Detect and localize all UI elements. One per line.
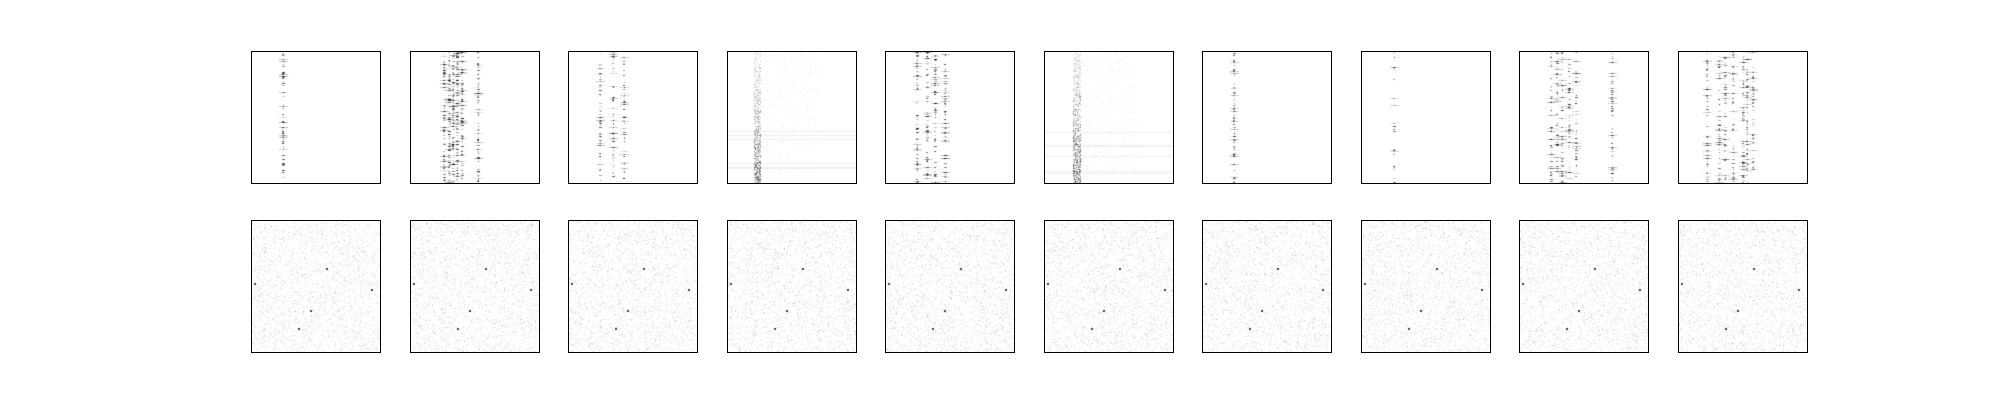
top-row-panel-4-image [727, 52, 856, 183]
bottom-row-panel-5-image [886, 221, 1014, 352]
top-row-panel-8-image [1361, 52, 1490, 183]
bottom-row-panel-7-image [1203, 221, 1331, 352]
top-row-panel-6-image [1044, 52, 1173, 183]
top-row-panel-3 [568, 51, 698, 184]
top-row-panel-3-image [569, 52, 697, 183]
bottom-row-panel-8-image [1361, 221, 1490, 352]
top-row-panel-9-image [1520, 52, 1648, 183]
bottom-row-panel-10 [1677, 220, 1808, 353]
top-row-panel-5 [885, 51, 1015, 184]
top-row-panel-8 [1360, 51, 1491, 184]
top-row-panel-6 [1043, 51, 1174, 184]
bottom-row-panel-5 [885, 220, 1015, 353]
top-row-panel-2 [409, 51, 540, 184]
top-row-panel-10-image [1678, 52, 1807, 183]
bottom-row-panel-9-image [1520, 221, 1648, 352]
bottom-row-panel-10-image [1678, 221, 1807, 352]
top-row-panel-1-image [252, 52, 380, 183]
bottom-row-panel-6 [1043, 220, 1174, 353]
top-row-panel-2-image [410, 52, 539, 183]
bottom-row-panel-2 [409, 220, 540, 353]
bottom-row-panel-3-image [569, 221, 697, 352]
bottom-row-panel-6-image [1044, 221, 1173, 352]
top-row-panel-5-image [886, 52, 1014, 183]
bottom-row-panel-4-image [727, 221, 856, 352]
bottom-row-panel-7 [1202, 220, 1332, 353]
bottom-row-panel-4 [726, 220, 857, 353]
top-row-panel-9 [1519, 51, 1649, 184]
top-row-panel-1 [251, 51, 381, 184]
bottom-row-panel-1 [251, 220, 381, 353]
top-row-panel-7 [1202, 51, 1332, 184]
top-row-panel-7-image [1203, 52, 1331, 183]
bottom-row-panel-1-image [252, 221, 380, 352]
bottom-row-panel-9 [1519, 220, 1649, 353]
top-row-panel-4 [726, 51, 857, 184]
bottom-row-panel-3 [568, 220, 698, 353]
top-row-panel-10 [1677, 51, 1808, 184]
bottom-row-panel-2-image [410, 221, 539, 352]
bottom-row-panel-8 [1360, 220, 1491, 353]
